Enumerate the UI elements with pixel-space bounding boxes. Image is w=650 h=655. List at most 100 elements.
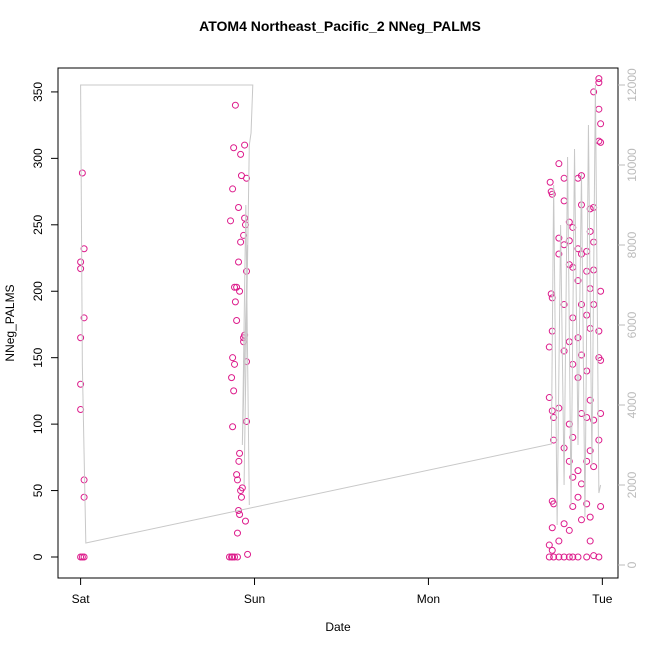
point <box>548 407 556 415</box>
point <box>229 553 237 561</box>
point <box>577 516 585 524</box>
point <box>569 433 577 441</box>
point <box>574 374 582 382</box>
point <box>545 394 553 402</box>
point <box>590 88 598 96</box>
point <box>80 493 88 501</box>
point <box>583 500 591 508</box>
point <box>560 174 568 182</box>
point <box>80 553 88 561</box>
y2-tick-label: 2000 <box>625 471 639 498</box>
point <box>560 197 568 205</box>
y-axis-label: NNeg_PALMS <box>3 284 17 361</box>
y2-tick-label: 10000 <box>625 148 639 182</box>
point <box>237 238 245 246</box>
point <box>231 553 239 561</box>
point <box>565 457 573 465</box>
point <box>550 413 558 421</box>
point <box>229 423 237 431</box>
point <box>569 473 577 481</box>
point <box>548 546 556 554</box>
point <box>590 416 598 424</box>
point <box>233 283 241 291</box>
x-tick-label: Mon <box>417 592 440 606</box>
x-tick-label: Sat <box>72 592 91 606</box>
y-tick-label: 250 <box>31 214 45 234</box>
point <box>583 247 591 255</box>
point <box>586 227 594 235</box>
point <box>560 301 568 309</box>
point <box>545 553 553 561</box>
point <box>597 138 605 146</box>
point <box>555 160 563 168</box>
point <box>77 265 85 273</box>
point <box>548 524 556 532</box>
point <box>235 204 243 212</box>
point <box>237 493 245 501</box>
point <box>238 484 246 492</box>
point <box>241 141 249 149</box>
point <box>236 287 244 295</box>
point <box>546 178 554 186</box>
point <box>241 214 249 222</box>
point <box>565 553 573 561</box>
point <box>597 409 605 417</box>
point <box>77 380 85 388</box>
point <box>590 552 598 560</box>
point <box>77 258 85 266</box>
plot-box <box>57 67 619 579</box>
point <box>231 101 239 109</box>
point <box>565 218 573 226</box>
point <box>244 550 252 558</box>
point <box>560 553 568 561</box>
point <box>595 553 603 561</box>
point <box>574 467 582 475</box>
point <box>577 351 585 359</box>
x-axis-label: Date <box>325 620 351 634</box>
y2-tick-label: 6000 <box>625 311 639 338</box>
y-tick-label: 300 <box>31 148 45 168</box>
point <box>231 283 239 291</box>
point <box>595 75 603 83</box>
point <box>586 537 594 545</box>
point <box>565 237 573 245</box>
point <box>235 457 243 465</box>
y2-tick-label: 8000 <box>625 231 639 258</box>
point <box>241 517 249 525</box>
point <box>233 553 241 561</box>
point <box>586 396 594 404</box>
point <box>230 144 238 152</box>
point <box>569 503 577 511</box>
point <box>583 413 591 421</box>
point <box>230 387 238 395</box>
point <box>235 258 243 266</box>
point <box>237 150 245 158</box>
y2-tick-label: 0 <box>625 561 639 568</box>
point <box>569 553 577 561</box>
point <box>590 463 598 471</box>
point <box>80 245 88 253</box>
point <box>233 476 241 484</box>
point <box>233 471 241 479</box>
point <box>545 541 553 549</box>
point <box>228 374 236 382</box>
point <box>243 174 251 182</box>
y-tick-label: 50 <box>31 484 45 498</box>
point <box>236 449 244 457</box>
point <box>231 360 239 368</box>
point <box>574 277 582 285</box>
point <box>597 287 605 295</box>
point <box>586 205 594 213</box>
point <box>555 537 563 545</box>
point <box>233 316 241 324</box>
point <box>597 120 605 128</box>
point <box>547 290 555 298</box>
point <box>595 79 603 87</box>
y-tick-label: 100 <box>31 414 45 434</box>
point <box>233 529 241 537</box>
point <box>78 169 86 177</box>
point <box>586 447 594 455</box>
point <box>555 250 563 258</box>
point <box>229 354 237 362</box>
